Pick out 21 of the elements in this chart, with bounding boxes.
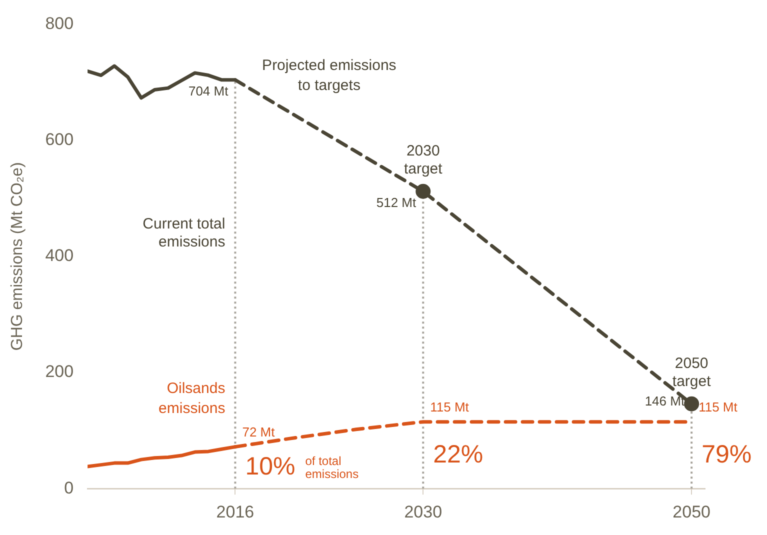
x-tick-label: 2050 — [672, 502, 710, 522]
y-tick-label: 600 — [45, 130, 74, 149]
annotation: 2050 target — [672, 354, 712, 390]
text: Oilsands emissions — [158, 380, 226, 417]
data-label: 115 Mt — [430, 399, 470, 414]
annotation: 22% — [433, 440, 484, 468]
data-label: 512 Mt — [376, 194, 417, 210]
y-tick-label: 0 — [64, 478, 74, 498]
data-label: 115 Mt — [698, 399, 738, 414]
x-tick-label: 2030 — [404, 502, 442, 522]
y-tick-label: 200 — [45, 362, 74, 382]
y-axis-title: GHG emissions (Mt CO₂e) — [9, 162, 26, 351]
data-label: 72 Mt — [242, 424, 276, 440]
data-label: 704 Mt — [188, 84, 229, 99]
series-label: Projected emissions to targets — [262, 57, 396, 94]
annotation: 2030 target — [404, 142, 444, 178]
x-tick-label: 2016 — [216, 502, 254, 522]
y-tick-label: 400 — [45, 246, 74, 266]
annotation: Current total emissions — [142, 215, 226, 250]
annotation: 79% — [702, 440, 752, 468]
y-tick-label: 800 — [45, 14, 74, 33]
